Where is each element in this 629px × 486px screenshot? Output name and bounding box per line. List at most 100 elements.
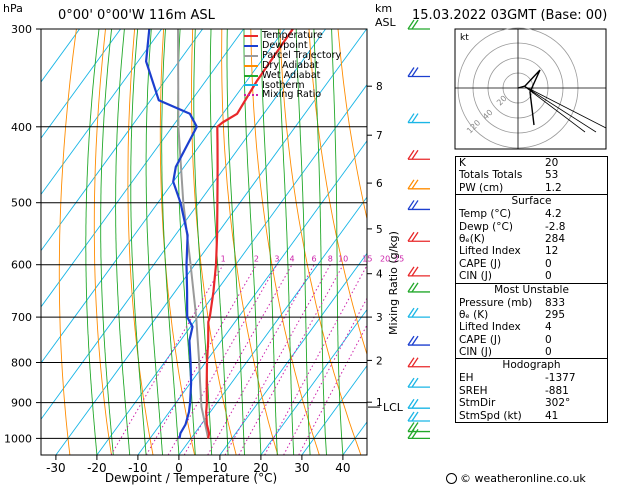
row-value: 284 — [545, 232, 566, 245]
table-row: StmSpd (kt) 41 — [456, 410, 607, 422]
plot-frame — [40, 28, 368, 456]
barb-feather — [411, 149, 419, 160]
row-label: θₑ (K) — [459, 308, 489, 321]
wet-adiabat-line — [331, 29, 344, 455]
table-row: Lifted Index 12 — [456, 245, 607, 257]
table-row: K 20 — [456, 157, 607, 169]
barb-feather — [407, 335, 415, 346]
barb-feather — [407, 429, 415, 439]
wind-barb — [407, 149, 430, 160]
mixing-ratio-tick-label: 2 — [254, 255, 259, 264]
temperature-axis: -30 -20 -10 0 10 20 30 40 — [46, 455, 351, 475]
row-label: Totals Totals — [459, 169, 523, 182]
pressure-tick-label: 400 — [11, 121, 32, 134]
mixing-ratio-line — [110, 264, 224, 455]
isotherm-line — [41, 29, 326, 420]
isotherm-line — [219, 252, 367, 455]
height-tick-label: 5 — [376, 224, 383, 236]
wind-barb — [407, 335, 430, 346]
footer-credit[interactable]: © weatheronline.co.uk — [446, 472, 586, 485]
temperature-tick-label: 40 — [335, 461, 350, 475]
mixing-ratio-tick-label: 20 — [380, 255, 390, 264]
row-value: 0 — [545, 346, 552, 359]
row-label: EH — [459, 372, 474, 385]
wet-adiabat-line — [161, 29, 180, 455]
row-value: 4.2 — [545, 208, 562, 221]
row-label: Dewp (°C) — [459, 220, 513, 233]
table-row: θₑ(K) 284 — [456, 233, 607, 245]
row-label: StmDir — [459, 397, 496, 410]
height-tick-label: 3 — [376, 312, 383, 324]
row-value: 53 — [545, 169, 559, 182]
legend-swatch — [244, 54, 258, 57]
temperature-tick-label: 20 — [253, 461, 268, 475]
barb-feather — [411, 282, 419, 293]
pressure-tick-label: 600 — [11, 259, 32, 272]
pressure-tick-label: 800 — [11, 357, 32, 370]
barb-feather — [407, 357, 415, 368]
barb-feather — [411, 335, 419, 346]
row-value: -2.8 — [545, 220, 566, 233]
table-row: CAPE (J) 0 — [456, 334, 607, 346]
table-row: Temp (°C) 4.2 — [456, 208, 607, 220]
legend-swatch — [244, 44, 258, 47]
height-tick-label: 4 — [376, 269, 383, 281]
mixing-ratio-axis-label: Mixing Ratio (g/kg) — [387, 231, 400, 335]
row-value: -1377 — [545, 372, 576, 385]
temperature-tick-label: -10 — [128, 461, 148, 475]
dry-adiabat-line — [279, 29, 362, 455]
isotherm-line — [41, 29, 203, 252]
wet-adiabat-line — [85, 29, 100, 455]
row-label: Lifted Index — [459, 245, 521, 258]
row-label: CAPE (J) — [459, 257, 502, 270]
legend-item: Wet Adiabat — [244, 70, 341, 81]
isotherm-line — [301, 365, 367, 455]
height-tick-label: 2 — [376, 355, 383, 367]
wet-adiabat-line — [145, 29, 163, 455]
section-title: Surface — [511, 195, 552, 208]
asl-label: ASL — [375, 16, 396, 29]
wet-adiabat-line — [243, 29, 262, 455]
mixing-ratio-tick-label: 15 — [362, 255, 372, 264]
table-row: PW (cm) 1.2 — [456, 182, 607, 194]
barb-feather — [411, 200, 419, 210]
wind-barb — [407, 19, 430, 30]
barb-feather — [407, 19, 415, 30]
row-label: Pressure (mb) — [459, 296, 533, 309]
legend-item: Dewpoint — [244, 41, 341, 51]
barb-feather — [407, 411, 415, 422]
mixing-ratio-labels: 1 2 3 4 6 8 10 15 20 25 — [221, 255, 405, 264]
profile-lines — [145, 29, 294, 439]
barb-feather — [407, 231, 415, 242]
barb-feather — [411, 357, 419, 368]
surface-section: Surface Temp (°C) 4.2 Dewp (°C) -2.8 θₑ(K)… — [456, 194, 607, 282]
temperature-tick-label: -30 — [46, 461, 66, 475]
mixing-ratio-tick-label: 10 — [338, 255, 348, 264]
isotherm-line — [137, 140, 367, 455]
km-label: km — [375, 2, 393, 15]
mixing-ratio-tick-label: 1 — [221, 255, 226, 264]
mixing-ratio-line — [224, 264, 331, 455]
wind-barbs — [407, 19, 430, 440]
dry-adiabat-line — [58, 29, 77, 455]
legend-swatch — [244, 34, 258, 37]
legend-label: Temperature — [262, 30, 323, 41]
legend-label: Dry Adiabat — [262, 59, 319, 71]
table-row: CIN (J) 0 — [456, 346, 607, 358]
barb-feather — [411, 398, 419, 409]
barb-feather — [411, 266, 419, 277]
isotherm-line — [41, 29, 121, 139]
row-value: 12 — [545, 245, 559, 258]
legend-label: Parcel Trajectory — [262, 49, 342, 61]
dewpoint-line — [145, 29, 198, 439]
dry-adiabat-line — [337, 29, 367, 221]
wind-barb — [407, 411, 430, 422]
table-row: Lifted Index 4 — [456, 321, 607, 333]
barb-feather — [407, 398, 415, 409]
legend-item: Mixing Ratio — [244, 90, 341, 100]
mixing-ratio-tick-label: 25 — [394, 255, 404, 264]
row-value: 0 — [545, 270, 552, 283]
barb-feather — [407, 266, 415, 277]
height-tick-label: 8 — [376, 81, 383, 93]
